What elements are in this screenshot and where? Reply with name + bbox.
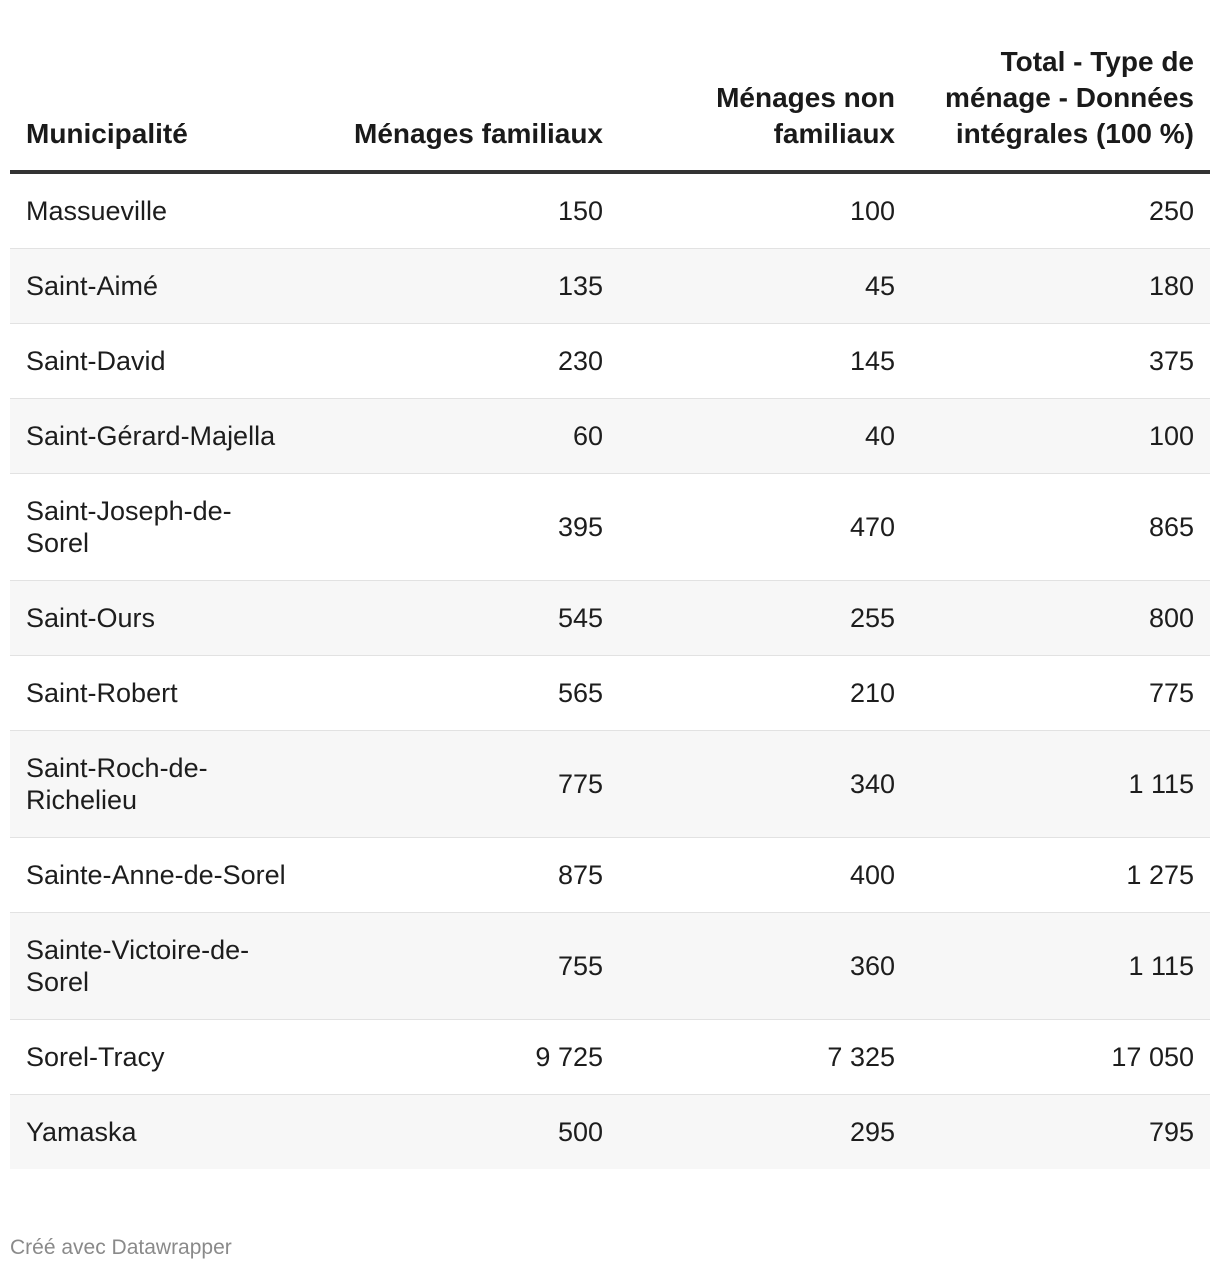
cell-municipalite: Saint-Roch-de-Richelieu <box>10 730 310 838</box>
table-row: Saint-Joseph-de-Sorel 395 470 865 <box>10 473 1210 581</box>
cell-menages-non-familiaux: 145 <box>619 323 911 399</box>
table-row: Sorel-Tracy 9 725 7 325 17 050 <box>10 1019 1210 1095</box>
data-table-container: Municipalité Ménages familiaux Ménages n… <box>10 30 1210 1169</box>
cell-total: 180 <box>911 248 1210 324</box>
table-row: Sainte-Victoire-de-Sorel 755 360 1 115 <box>10 912 1210 1020</box>
cell-menages-familiaux: 135 <box>310 248 619 324</box>
cell-total: 375 <box>911 323 1210 399</box>
cell-menages-familiaux: 500 <box>310 1094 619 1169</box>
table-row: Saint-Ours 545 255 800 <box>10 580 1210 656</box>
table-row: Saint-Gérard-Majella 60 40 100 <box>10 398 1210 474</box>
cell-total: 775 <box>911 655 1210 731</box>
cell-municipalite: Massueville <box>10 172 310 249</box>
column-header-menages-non-familiaux[interactable]: Ménages non familiaux <box>619 30 911 174</box>
table-header-row: Municipalité Ménages familiaux Ménages n… <box>10 30 1210 174</box>
cell-municipalite: Saint-Aimé <box>10 248 310 324</box>
cell-menages-familiaux: 775 <box>310 730 619 838</box>
cell-municipalite: Saint-Joseph-de-Sorel <box>10 473 310 581</box>
cell-menages-non-familiaux: 210 <box>619 655 911 731</box>
cell-menages-non-familiaux: 400 <box>619 837 911 913</box>
cell-menages-non-familiaux: 470 <box>619 473 911 581</box>
cell-municipalite: Saint-Gérard-Majella <box>10 398 310 474</box>
cell-total: 795 <box>911 1094 1210 1169</box>
cell-menages-non-familiaux: 340 <box>619 730 911 838</box>
table-row: Saint-Roch-de-Richelieu 775 340 1 115 <box>10 730 1210 838</box>
column-header-total[interactable]: Total - Type de ménage - Données intégra… <box>911 30 1210 174</box>
cell-municipalite: Yamaska <box>10 1094 310 1169</box>
cell-menages-non-familiaux: 100 <box>619 172 911 249</box>
cell-menages-familiaux: 230 <box>310 323 619 399</box>
cell-total: 250 <box>911 172 1210 249</box>
cell-menages-familiaux: 545 <box>310 580 619 656</box>
datawrapper-credit: Créé avec Datawrapper <box>10 1236 232 1259</box>
cell-municipalite: Saint-Ours <box>10 580 310 656</box>
cell-menages-non-familiaux: 45 <box>619 248 911 324</box>
cell-menages-familiaux: 395 <box>310 473 619 581</box>
cell-municipalite: Sorel-Tracy <box>10 1019 310 1095</box>
cell-menages-familiaux: 875 <box>310 837 619 913</box>
column-header-menages-familiaux[interactable]: Ménages familiaux <box>310 30 619 174</box>
column-header-municipalite[interactable]: Municipalité <box>10 30 310 174</box>
cell-municipalite: Sainte-Anne-de-Sorel <box>10 837 310 913</box>
cell-menages-non-familiaux: 40 <box>619 398 911 474</box>
table-row: Sainte-Anne-de-Sorel 875 400 1 275 <box>10 837 1210 913</box>
cell-total: 865 <box>911 473 1210 581</box>
cell-total: 1 275 <box>911 837 1210 913</box>
table-row: Saint-Aimé 135 45 180 <box>10 248 1210 324</box>
table-row: Saint-Robert 565 210 775 <box>10 655 1210 731</box>
cell-total: 800 <box>911 580 1210 656</box>
cell-menages-non-familiaux: 295 <box>619 1094 911 1169</box>
cell-total: 1 115 <box>911 912 1210 1020</box>
cell-total: 17 050 <box>911 1019 1210 1095</box>
cell-menages-non-familiaux: 360 <box>619 912 911 1020</box>
cell-menages-familiaux: 150 <box>310 172 619 249</box>
table-body: Massueville 150 100 250 Saint-Aimé 135 4… <box>10 172 1210 1169</box>
cell-total: 100 <box>911 398 1210 474</box>
cell-municipalite: Sainte-Victoire-de-Sorel <box>10 912 310 1020</box>
cell-menages-familiaux: 60 <box>310 398 619 474</box>
cell-municipalite: Saint-David <box>10 323 310 399</box>
table-row: Saint-David 230 145 375 <box>10 323 1210 399</box>
data-table: Municipalité Ménages familiaux Ménages n… <box>10 30 1210 1169</box>
table-row: Massueville 150 100 250 <box>10 172 1210 249</box>
cell-menages-non-familiaux: 7 325 <box>619 1019 911 1095</box>
cell-menages-familiaux: 9 725 <box>310 1019 619 1095</box>
cell-menages-familiaux: 755 <box>310 912 619 1020</box>
cell-municipalite: Saint-Robert <box>10 655 310 731</box>
cell-total: 1 115 <box>911 730 1210 838</box>
cell-menages-familiaux: 565 <box>310 655 619 731</box>
table-row: Yamaska 500 295 795 <box>10 1094 1210 1169</box>
cell-menages-non-familiaux: 255 <box>619 580 911 656</box>
